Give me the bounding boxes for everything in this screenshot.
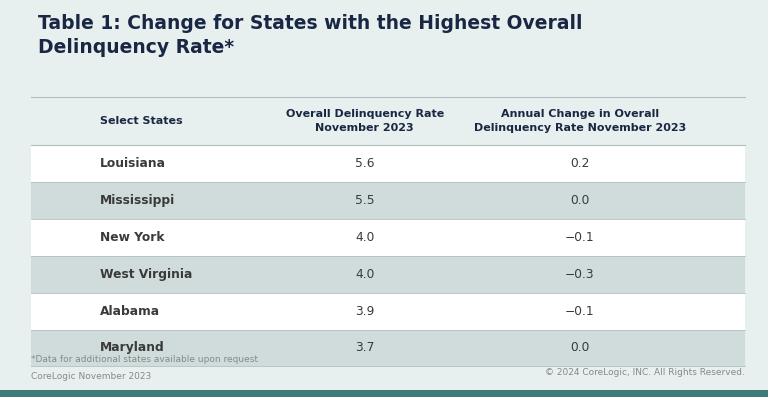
Text: CoreLogic November 2023: CoreLogic November 2023 [31, 372, 151, 381]
Text: 5.6: 5.6 [355, 157, 375, 170]
Text: −0.1: −0.1 [565, 304, 594, 318]
Text: Delinquency Rate*: Delinquency Rate* [38, 38, 234, 57]
Text: Mississippi: Mississippi [100, 194, 175, 207]
Text: −0.3: −0.3 [565, 268, 594, 281]
Bar [0, 390, 768, 397]
Text: Annual Change in Overall
Delinquency Rate November 2023: Annual Change in Overall Delinquency Rat… [474, 109, 686, 133]
Text: 0.2: 0.2 [570, 157, 590, 170]
Text: 3.9: 3.9 [355, 304, 375, 318]
Text: 0.0: 0.0 [570, 194, 590, 207]
Bar [31, 182, 745, 219]
Text: 5.5: 5.5 [355, 194, 375, 207]
Bar [31, 145, 745, 182]
Text: Louisiana: Louisiana [100, 157, 166, 170]
Bar [31, 330, 745, 366]
Text: −0.1: −0.1 [565, 231, 594, 244]
Text: 0.0: 0.0 [570, 341, 590, 355]
Text: 4.0: 4.0 [355, 268, 375, 281]
Bar [31, 293, 745, 330]
Text: Table 1: Change for States with the Highest Overall: Table 1: Change for States with the High… [38, 14, 583, 33]
Text: © 2024 CoreLogic, INC. All Rights Reserved.: © 2024 CoreLogic, INC. All Rights Reserv… [545, 368, 745, 377]
Text: *Data for additional states available upon request: *Data for additional states available up… [31, 355, 258, 364]
Bar [31, 256, 745, 293]
Text: 4.0: 4.0 [355, 231, 375, 244]
Text: Maryland: Maryland [100, 341, 164, 355]
Text: 3.7: 3.7 [355, 341, 375, 355]
Text: Select States: Select States [100, 116, 183, 126]
Text: New York: New York [100, 231, 164, 244]
Text: Alabama: Alabama [100, 304, 160, 318]
Text: West Virginia: West Virginia [100, 268, 192, 281]
Bar [31, 219, 745, 256]
Text: Overall Delinquency Rate
November 2023: Overall Delinquency Rate November 2023 [286, 109, 444, 133]
